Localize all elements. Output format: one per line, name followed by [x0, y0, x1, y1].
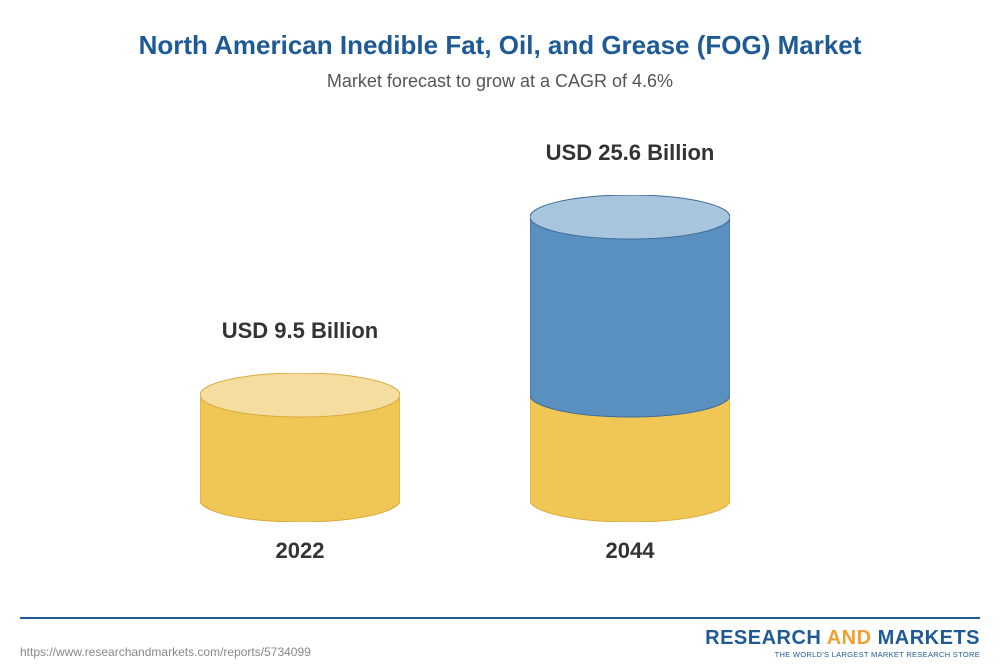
chart-area: USD 9.5 Billion 2022 USD 25.6 Billion 20… — [0, 122, 1000, 542]
value-label-2044: USD 25.6 Billion — [530, 140, 730, 166]
cylinder-svg-2022 — [200, 373, 400, 522]
logo: RESEARCH AND MARKETS THE WORLD'S LARGEST… — [705, 627, 980, 659]
logo-tagline: THE WORLD'S LARGEST MARKET RESEARCH STOR… — [705, 650, 980, 659]
value-label-2022: USD 9.5 Billion — [200, 318, 400, 344]
logo-word1: RESEARCH — [705, 627, 821, 649]
logo-word2: AND — [827, 627, 872, 649]
chart-subtitle: Market forecast to grow at a CAGR of 4.6… — [0, 71, 1000, 92]
source-url: https://www.researchandmarkets.com/repor… — [20, 645, 311, 659]
footer: https://www.researchandmarkets.com/repor… — [0, 617, 1000, 667]
chart-title: North American Inedible Fat, Oil, and Gr… — [0, 0, 1000, 61]
cylinder-2044: USD 25.6 Billion 2044 — [530, 195, 730, 522]
year-label-2044: 2044 — [530, 538, 730, 564]
year-label-2022: 2022 — [200, 538, 400, 564]
cylinder-2022: USD 9.5 Billion 2022 — [200, 373, 400, 522]
footer-divider — [20, 617, 980, 619]
logo-word3: MARKETS — [878, 627, 980, 649]
cylinder-svg-2044 — [530, 195, 730, 522]
